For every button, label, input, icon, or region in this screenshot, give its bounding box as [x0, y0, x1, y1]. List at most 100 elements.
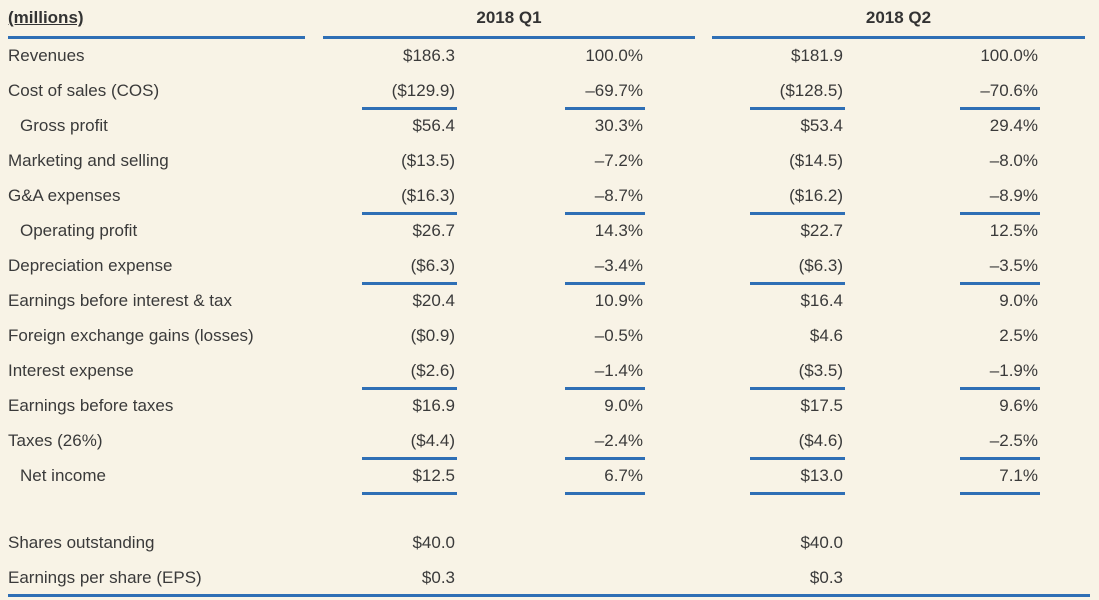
- cell-underline: [362, 492, 457, 495]
- amount: $20.4: [412, 291, 455, 310]
- amount: ($6.3): [798, 256, 843, 275]
- percent: –2.5%: [989, 431, 1038, 450]
- row-label: Earnings before taxes: [8, 396, 174, 415]
- percent: –2.4%: [594, 431, 643, 450]
- percent: –70.6%: [980, 81, 1038, 100]
- cell-underline: [750, 212, 845, 215]
- percent: 7.1%: [999, 466, 1038, 485]
- amount: ($128.5): [779, 81, 843, 100]
- amount: $22.7: [800, 221, 843, 240]
- percent: 10.9%: [594, 291, 643, 310]
- unit-header: (millions): [8, 8, 84, 27]
- amount: ($6.3): [410, 256, 455, 275]
- amount: $13.0: [800, 466, 843, 485]
- percent: 100.0%: [585, 46, 643, 65]
- amount: $26.7: [412, 221, 455, 240]
- percent: –3.4%: [594, 256, 643, 275]
- header-rule: [8, 36, 305, 39]
- amount: $17.5: [800, 396, 843, 415]
- percent: –7.2%: [594, 151, 643, 170]
- percent: 2.5%: [999, 326, 1038, 345]
- amount: $186.3: [403, 46, 455, 65]
- percent: 100.0%: [980, 46, 1038, 65]
- percent: 14.3%: [594, 221, 643, 240]
- percent: –1.4%: [594, 361, 643, 380]
- amount: ($4.4): [410, 431, 455, 450]
- percent: –3.5%: [989, 256, 1038, 275]
- row-label: Interest expense: [8, 361, 134, 380]
- header-rule: [712, 36, 1085, 39]
- amount: ($14.5): [789, 151, 843, 170]
- amount: ($3.5): [798, 361, 843, 380]
- percent: 29.4%: [989, 116, 1038, 135]
- row-label: Gross profit: [20, 116, 108, 135]
- percent: –69.7%: [585, 81, 643, 100]
- amount: $56.4: [412, 116, 455, 135]
- amount: ($16.2): [789, 186, 843, 205]
- percent: 9.0%: [604, 396, 643, 415]
- percent: –8.0%: [989, 151, 1038, 170]
- percent: –8.7%: [594, 186, 643, 205]
- cell-underline: [565, 282, 645, 285]
- cell-underline: [565, 492, 645, 495]
- percent: 6.7%: [604, 466, 643, 485]
- cell-underline: [565, 387, 645, 390]
- amount: ($0.9): [410, 326, 455, 345]
- percent: 12.5%: [989, 221, 1038, 240]
- row-label: Earnings before interest & tax: [8, 291, 232, 310]
- cell-underline: [565, 107, 645, 110]
- amount: $4.6: [809, 326, 843, 345]
- period-header: 2018 Q2: [865, 8, 932, 27]
- header-rule: [323, 36, 695, 39]
- amount: ($16.3): [401, 186, 455, 205]
- period-header: 2018 Q1: [476, 8, 542, 27]
- row-label: G&A expenses: [8, 186, 121, 205]
- amount: $0.3: [809, 568, 843, 587]
- percent: –0.5%: [594, 326, 643, 345]
- cell-underline: [362, 282, 457, 285]
- cell-underline: [750, 387, 845, 390]
- cell-underline: [362, 107, 457, 110]
- cell-underline: [565, 212, 645, 215]
- row-label: Shares outstanding: [8, 533, 155, 552]
- cell-underline: [960, 492, 1040, 495]
- amount: ($13.5): [401, 151, 455, 170]
- amount: ($129.9): [391, 81, 455, 100]
- bottom-rule: [8, 594, 1090, 597]
- cell-underline: [960, 387, 1040, 390]
- cell-underline: [960, 212, 1040, 215]
- cell-underline: [960, 457, 1040, 460]
- row-label: Operating profit: [20, 221, 138, 240]
- row-label: Foreign exchange gains (losses): [8, 326, 254, 345]
- cell-underline: [750, 282, 845, 285]
- amount: $40.0: [800, 533, 843, 552]
- amount: $40.0: [412, 533, 455, 552]
- amount: ($2.6): [410, 361, 455, 380]
- amount: $181.9: [791, 46, 843, 65]
- row-label: Marketing and selling: [8, 151, 169, 170]
- cell-underline: [362, 457, 457, 460]
- percent: –1.9%: [989, 361, 1038, 380]
- cell-underline: [750, 457, 845, 460]
- row-label: Depreciation expense: [8, 256, 173, 275]
- cell-underline: [362, 387, 457, 390]
- amount: $16.4: [800, 291, 843, 310]
- cell-underline: [750, 492, 845, 495]
- amount: $16.9: [412, 396, 455, 415]
- row-label: Revenues: [8, 46, 85, 65]
- percent: 30.3%: [594, 116, 643, 135]
- amount: $12.5: [412, 466, 455, 485]
- cell-underline: [750, 107, 845, 110]
- percent: 9.6%: [999, 396, 1038, 415]
- amount: $53.4: [800, 116, 843, 135]
- cell-underline: [960, 282, 1040, 285]
- cell-underline: [565, 457, 645, 460]
- percent: –8.9%: [989, 186, 1038, 205]
- row-label: Cost of sales (COS): [8, 81, 160, 100]
- row-label: Taxes (26%): [8, 431, 103, 450]
- cell-underline: [960, 107, 1040, 110]
- row-label: Net income: [20, 466, 106, 485]
- percent: 9.0%: [999, 291, 1038, 310]
- amount: $0.3: [421, 568, 455, 587]
